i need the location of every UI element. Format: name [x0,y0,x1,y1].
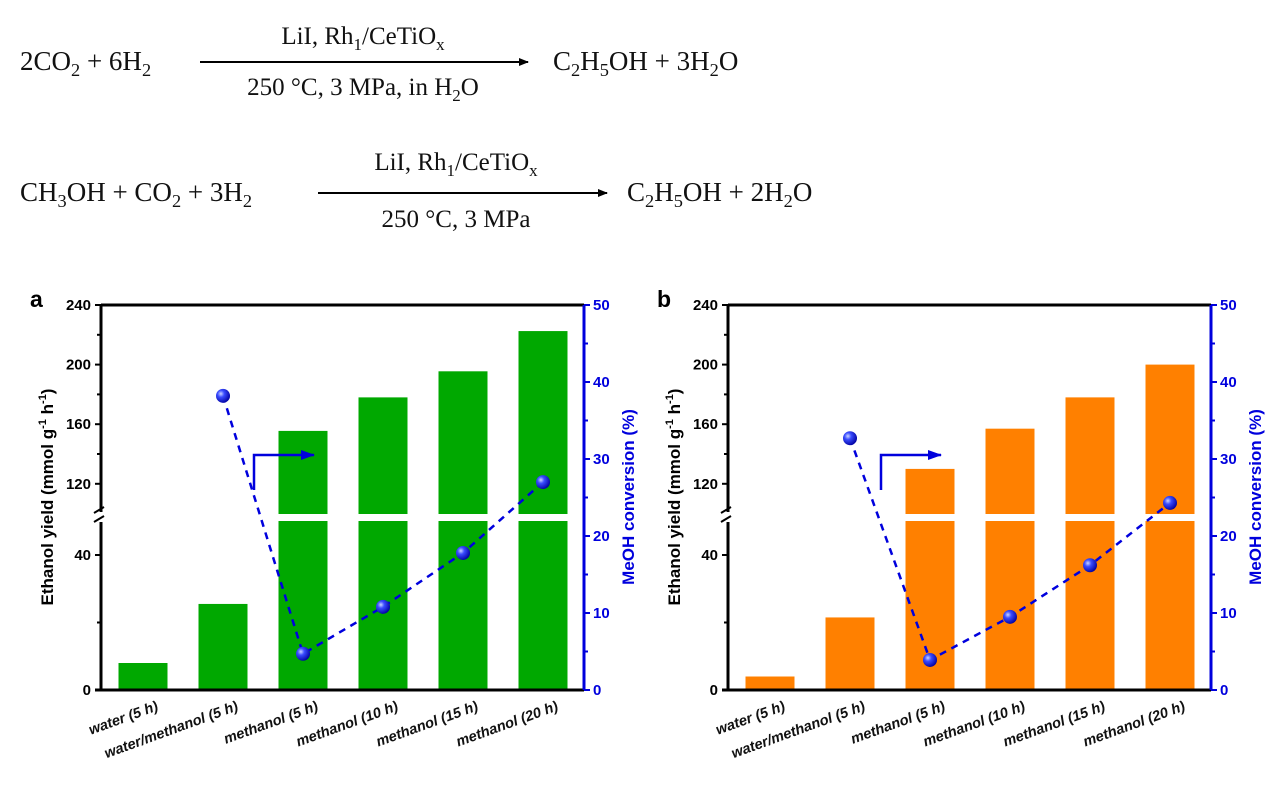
right-tick-label: 10 [1220,605,1237,622]
equation-1-products: C2H5OH + 3H2O [553,46,738,80]
bar [1145,364,1195,514]
bar [198,603,248,690]
conversion-point [376,599,390,614]
bar [278,430,328,514]
x-tick-label: water/methanol (5 h) [102,699,240,762]
bar [985,428,1035,514]
right-tick-label: 30 [593,451,610,468]
bar [825,617,875,690]
left-tick-label: 0 [83,682,91,699]
left-tick-label: 40 [701,547,718,564]
right-tick-label: 0 [593,682,601,699]
equation-2-products: C2H5OH + 2H2O [627,177,812,211]
axis-break-mark [720,515,732,523]
bar-lower [1145,521,1195,690]
right-tick-label: 20 [1220,528,1237,545]
equation-1-conditions: 250 °C, 3 MPa, in H2O [247,74,479,105]
left-tick-label: 120 [66,476,91,493]
panel-label: b [657,286,671,312]
conversion-point [1163,495,1177,510]
panel-label: a [30,286,43,312]
left-axis-label: Ethanol yield (mmol g-1 h-1) [664,389,684,606]
bar [905,468,955,514]
bar-lower [985,521,1035,690]
bar [438,371,488,514]
bar [118,663,168,690]
axis-break-mark [93,506,105,514]
equation-2-reactants: CH3OH + CO2 + 3H2 [20,177,252,211]
conversion-point [843,431,857,446]
left-tick-label: 240 [693,297,718,314]
left-tick-label: 240 [66,297,91,314]
equation-1: 2CO2 + 6H2 LiI, Rh1/CeTiOx 250 °C, 3 MPa… [20,23,738,105]
bar [745,676,795,690]
right-tick-label: 30 [1220,451,1237,468]
conversion-point [216,388,230,403]
bar-lower [518,521,568,690]
bar-lower [278,521,328,690]
bar [358,397,408,514]
equation-2-conditions: 250 °C, 3 MPa [382,206,531,233]
left-tick-label: 0 [710,682,718,699]
left-tick-label: 160 [693,416,718,433]
right-tick-label: 20 [593,528,610,545]
left-tick-label: 200 [693,357,718,374]
left-tick-label: 40 [74,547,91,564]
right-tick-label: 50 [1220,297,1237,314]
right-tick-label: 50 [593,297,610,314]
left-tick-label: 160 [66,416,91,433]
left-tick-label: 120 [693,476,718,493]
conversion-point [1083,558,1097,573]
chart-panel-b: b 0 40 120 160 200 240 0 10 20 30 40 50 Ethanol yield… [657,286,1265,762]
conversion-point [296,646,310,661]
conversion-line [221,395,544,656]
right-tick-label: 40 [1220,374,1237,391]
x-tick-label: water/methanol (5 h) [729,699,867,762]
left-tick-label: 200 [66,357,91,374]
right-axis-arrow-icon [252,450,315,490]
equation-2: CH3OH + CO2 + 3H2 LiI, Rh1/CeTiOx 250 °C… [20,149,812,233]
right-axis-label: MeOH conversion (%) [619,409,638,585]
right-tick-label: 40 [593,374,610,391]
chart-panel-a: a 0 40 120 160 200 240 0 10 20 30 40 50 Ethanol yield… [30,286,638,762]
right-axis-arrow-icon [879,450,942,490]
equation-1-catalyst: LiI, Rh1/CeTiOx [281,23,445,54]
right-tick-label: 10 [593,605,610,622]
conversion-point [456,545,470,560]
equation-2-catalyst: LiI, Rh1/CeTiOx [374,149,538,180]
axis-break-mark [93,515,105,523]
right-tick-label: 0 [1220,682,1228,699]
equation-1-reactants: 2CO2 + 6H2 [20,46,151,80]
left-axis-label: Ethanol yield (mmol g-1 h-1) [37,389,57,606]
axis-break-mark [720,506,732,514]
conversion-point [923,652,937,667]
right-axis-label: MeOH conversion (%) [1246,409,1265,585]
bar [1065,397,1115,514]
conversion-point [536,475,550,490]
bar-lower [1065,521,1115,690]
conversion-point [1003,609,1017,624]
